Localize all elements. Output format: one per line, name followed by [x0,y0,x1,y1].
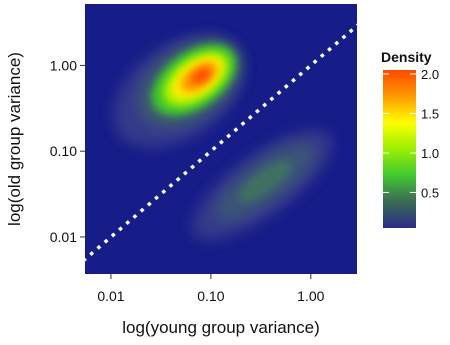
density-cluster-lower [191,129,333,241]
legend-tick-label: 1.5 [421,106,439,121]
y-axis-label: log(old group variance) [5,52,24,226]
x-tick-label: 0.10 [197,288,224,304]
reference-line-y-equals-x [85,23,357,262]
legend-ticks: 2.0 1.5 1.0 0.5 [383,67,439,200]
y-tick-label: 0.10 [50,143,77,159]
y-axis: 0.01 0.10 1.00 [50,57,85,245]
legend: Density 2.0 1.5 1.0 0.5 [381,49,439,228]
legend-tick-label: 1.0 [421,146,439,161]
density-cluster-upper [113,36,243,148]
x-axis: 0.01 0.10 1.00 [97,274,325,304]
x-tick-label: 1.00 [297,288,324,304]
legend-color-bar [383,70,416,228]
y-tick-label: 0.01 [50,229,77,245]
x-axis-label: log(young group variance) [122,318,320,337]
y-tick-label: 1.00 [50,57,77,73]
x-tick-label: 0.01 [97,288,124,304]
density-clusters [113,36,333,241]
legend-tick-label: 2.0 [421,67,439,82]
legend-title: Density [381,49,432,65]
legend-tick-label: 0.5 [421,185,439,200]
